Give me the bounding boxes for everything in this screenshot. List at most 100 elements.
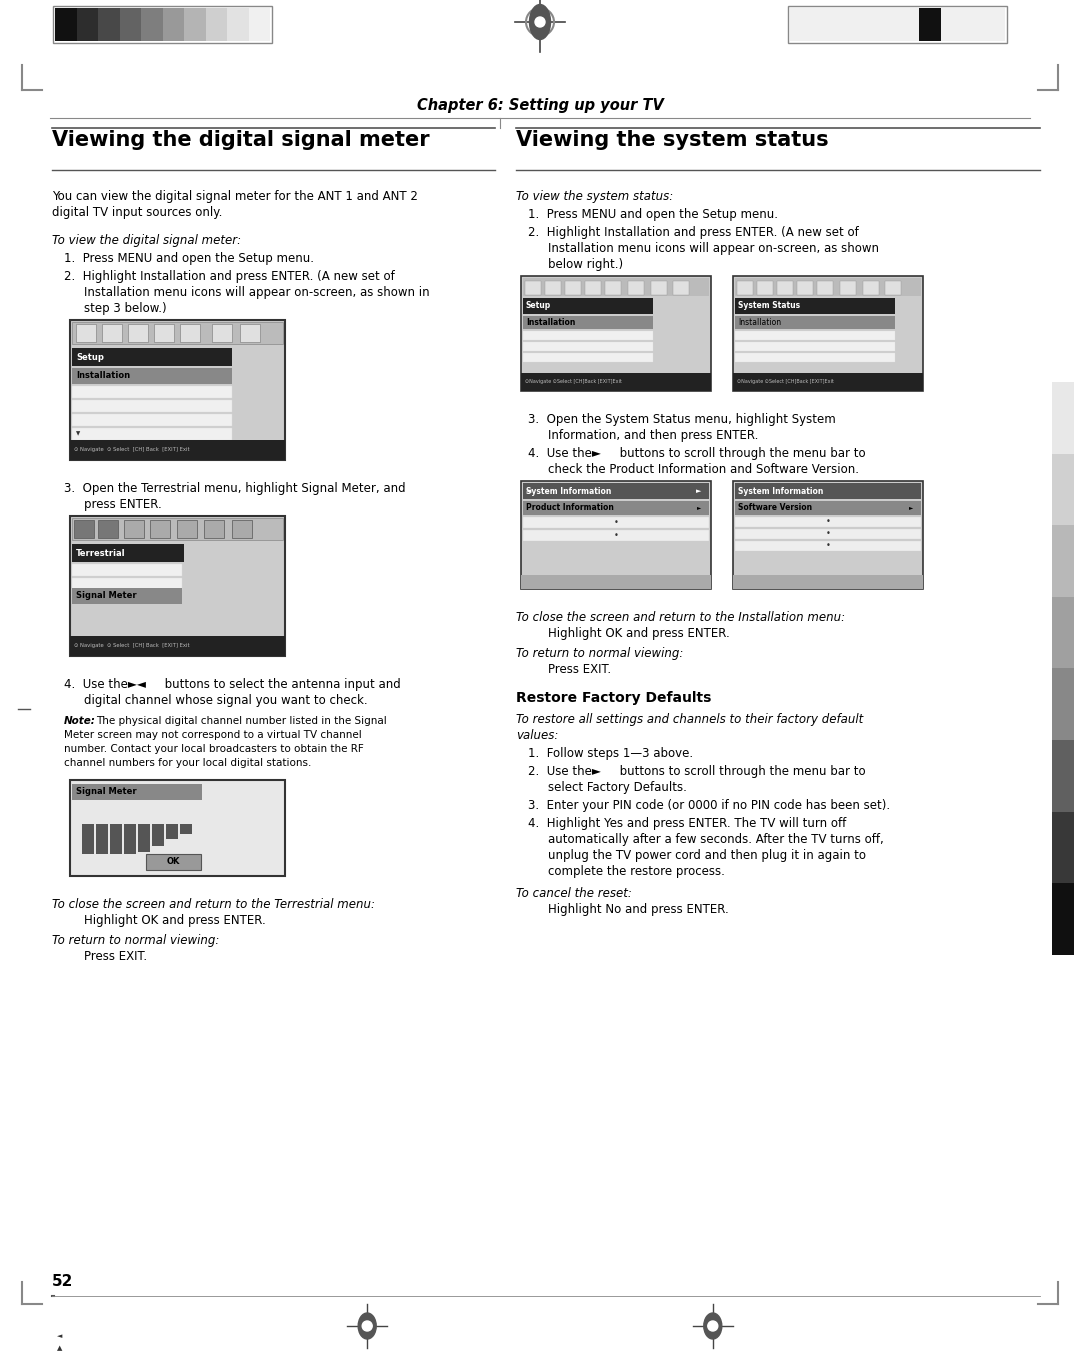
Bar (1052, 382, 1074, 453)
Text: Installation menu icons will appear on-screen, as shown in: Installation menu icons will appear on-s… (84, 286, 430, 299)
Text: check the Product Information and Software Version.: check the Product Information and Softwa… (548, 462, 859, 476)
Text: 52: 52 (52, 1274, 73, 1289)
Bar (150, 520, 170, 537)
Bar (72, 588, 183, 604)
Bar (205, 8, 227, 41)
Bar (523, 342, 653, 351)
Bar (1052, 884, 1074, 955)
Bar (833, 8, 854, 41)
Text: 4.  Use the►◄     buttons to select the antenna input and: 4. Use the►◄ buttons to select the anten… (64, 678, 401, 692)
Bar (735, 517, 921, 527)
Bar (70, 321, 285, 460)
Text: Viewing the digital signal meter: Viewing the digital signal meter (52, 130, 430, 150)
Bar (521, 276, 711, 391)
Text: 4.  Use the►     buttons to scroll through the menu bar to: 4. Use the► buttons to scroll through th… (528, 447, 866, 460)
Bar (733, 576, 923, 589)
Bar (120, 8, 141, 41)
Bar (735, 353, 895, 361)
Text: Installation menu icons will appear on-screen, as shown: Installation menu icons will appear on-s… (548, 241, 879, 255)
Text: Restore Factory Defaults: Restore Factory Defaults (516, 692, 712, 705)
Bar (733, 481, 923, 589)
Bar (77, 8, 98, 41)
Bar (180, 325, 200, 342)
Bar (885, 281, 901, 295)
Bar (110, 824, 122, 854)
Text: To restore all settings and channels to their factory default: To restore all settings and channels to … (516, 713, 863, 726)
Bar (735, 278, 921, 296)
Text: Installation: Installation (526, 318, 576, 327)
Bar (232, 520, 252, 537)
Bar (72, 578, 183, 591)
Bar (72, 348, 232, 366)
Bar (72, 415, 232, 426)
Bar (204, 520, 224, 537)
Text: 1.  Follow steps 1—3 above.: 1. Follow steps 1—3 above. (528, 747, 693, 760)
Text: digital channel whose signal you want to check.: digital channel whose signal you want to… (84, 694, 367, 707)
Bar (565, 281, 581, 295)
Text: Product Information: Product Information (526, 503, 613, 513)
Text: ◄: ◄ (526, 488, 531, 494)
Text: digital TV input sources only.: digital TV input sources only. (52, 206, 222, 220)
Text: Software Version: Software Version (738, 503, 812, 513)
Bar (627, 281, 644, 295)
Bar (180, 824, 192, 833)
Bar (735, 542, 921, 551)
Text: 1.  Press MENU and open the Setup menu.: 1. Press MENU and open the Setup menu. (64, 252, 314, 265)
Text: Terrestrial: Terrestrial (76, 548, 125, 558)
Bar (735, 316, 895, 329)
Bar (1052, 453, 1074, 525)
Bar (102, 325, 122, 342)
Text: •: • (825, 517, 831, 527)
Text: 4.  Highlight Yes and press ENTER. The TV will turn off: 4. Highlight Yes and press ENTER. The TV… (528, 817, 847, 831)
Bar (735, 331, 895, 340)
Bar (941, 8, 962, 41)
Bar (523, 353, 653, 361)
Bar (70, 516, 285, 656)
Text: 2.  Use the►     buttons to scroll through the menu bar to: 2. Use the► buttons to scroll through th… (528, 765, 866, 777)
Bar (248, 8, 270, 41)
Text: To return to normal viewing:: To return to normal viewing: (516, 647, 684, 660)
Bar (673, 281, 689, 295)
Text: To close the screen and return to the Terrestrial menu:: To close the screen and return to the Te… (52, 898, 375, 911)
Bar (919, 8, 941, 41)
Bar (523, 316, 653, 329)
Text: 3.  Open the System Status menu, highlight System: 3. Open the System Status menu, highligh… (528, 413, 836, 426)
Bar (525, 281, 541, 295)
Bar (735, 483, 921, 499)
Text: ◄: ◄ (57, 1333, 63, 1339)
Text: Highlight OK and press ENTER.: Highlight OK and press ENTER. (84, 914, 266, 928)
Bar (876, 8, 897, 41)
Bar (82, 824, 94, 854)
Bar (177, 520, 197, 537)
Bar (605, 281, 621, 295)
Bar (797, 281, 813, 295)
Text: System Information: System Information (738, 487, 823, 495)
Text: Setup: Setup (526, 301, 551, 311)
Bar (141, 8, 162, 41)
Bar (816, 281, 833, 295)
Bar (72, 386, 232, 398)
Circle shape (707, 1320, 718, 1331)
Text: To view the digital signal meter:: To view the digital signal meter: (52, 235, 241, 247)
Text: To close the screen and return to the Installation menu:: To close the screen and return to the In… (516, 611, 846, 623)
Text: ►: ► (697, 506, 701, 510)
Text: •: • (613, 531, 619, 540)
Text: Setup: Setup (76, 352, 104, 361)
Bar (72, 518, 283, 540)
Bar (184, 8, 205, 41)
Bar (840, 281, 856, 295)
Bar (72, 322, 283, 344)
Bar (1052, 668, 1074, 739)
Text: Information, and then press ENTER.: Information, and then press ENTER. (548, 430, 758, 442)
Bar (72, 368, 232, 385)
Text: Press EXIT.: Press EXIT. (84, 949, 147, 963)
Bar (138, 824, 150, 852)
Text: ⊙Navigate ⊙Select [CH]Back [EXIT]Exit: ⊙Navigate ⊙Select [CH]Back [EXIT]Exit (525, 379, 622, 385)
Text: ►: ► (909, 506, 914, 510)
Bar (897, 8, 919, 41)
Text: ⊙ Navigate  ⊙ Select  [CH] Back  [EXIT] Exit: ⊙ Navigate ⊙ Select [CH] Back [EXIT] Exi… (75, 644, 190, 648)
Text: Meter screen may not correspond to a virtual TV channel: Meter screen may not correspond to a vir… (64, 730, 362, 741)
Text: automatically after a few seconds. After the TV turns off,: automatically after a few seconds. After… (548, 833, 883, 846)
Text: ⊙Navigate ⊙Select [CH]Back [EXIT]Exit: ⊙Navigate ⊙Select [CH]Back [EXIT]Exit (737, 379, 834, 385)
Bar (72, 428, 232, 441)
